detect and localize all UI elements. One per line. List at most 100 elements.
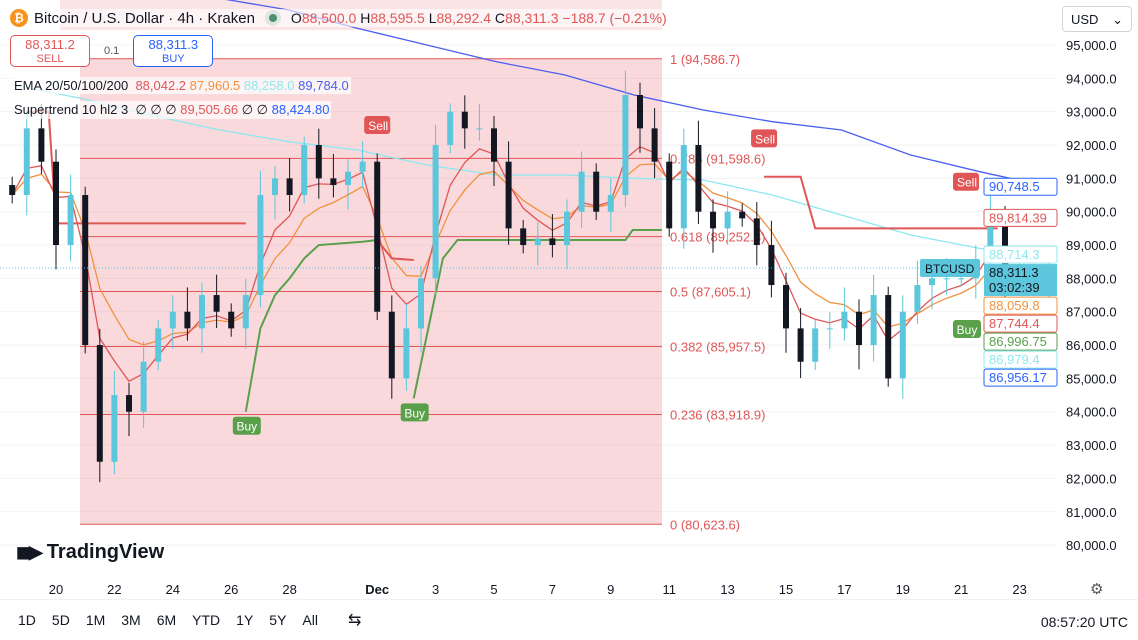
candle-body: [476, 128, 483, 130]
candle-body: [82, 195, 89, 346]
candle-body: [680, 145, 687, 229]
candle-body: [432, 145, 439, 279]
candle-body: [593, 171, 600, 212]
y-tick-label: 80,000.0: [1066, 538, 1117, 553]
x-tick-label: 11: [662, 582, 676, 597]
y-tick-label: 82,000.0: [1066, 471, 1117, 486]
x-tick-label: 20: [49, 582, 63, 597]
currency-select[interactable]: ⌄ USD: [1062, 6, 1132, 32]
range-all[interactable]: All: [302, 612, 318, 628]
tv-logo-icon: ◼▶: [16, 542, 43, 562]
y-tick-label: 95,000.0: [1066, 38, 1117, 53]
x-tick-label: 24: [166, 582, 180, 597]
y-tick-label: 90,000.0: [1066, 205, 1117, 220]
candle-body: [578, 171, 585, 212]
candle-body: [797, 328, 804, 362]
fib-label: 0.618 (89,252.8): [670, 230, 765, 245]
x-tick-label: 13: [720, 582, 734, 597]
tradingview-logo[interactable]: ◼▶ TradingView: [16, 541, 165, 563]
candle-body: [870, 295, 877, 346]
candle-body: [943, 278, 950, 280]
trade-panel: 88,311.2 SELL 0.1 88,311.3 BUY: [10, 35, 214, 67]
candle-body: [461, 111, 468, 129]
ema-legend[interactable]: EMA 20/50/100/200 88,042.2 87,960.5 88,2…: [12, 77, 351, 94]
bottom-toolbar: 1D 5D 1M 3M 6M YTD 1Y 5Y All ⇆: [0, 600, 1138, 640]
candle-body: [812, 328, 819, 362]
signal-buy: [232, 416, 261, 435]
candle-body: [213, 295, 220, 312]
candle-body: [958, 278, 965, 280]
x-tick-label: 19: [896, 582, 910, 597]
candle-body: [710, 211, 716, 229]
price-tag-label: 88,059.8: [989, 298, 1040, 313]
supertrend-up-line: [244, 239, 378, 412]
price-tag: [983, 332, 1058, 351]
candle-body: [403, 328, 410, 379]
candle-body: [301, 145, 308, 196]
y-tick-label: 88,000.0: [1066, 271, 1117, 286]
candle-body: [155, 328, 162, 362]
range-5y[interactable]: 5Y: [269, 612, 287, 628]
candle-body: [242, 295, 249, 329]
y-tick-label: 89,000.0: [1066, 238, 1117, 253]
signal-label: Buy: [236, 420, 257, 434]
y-tick-label: 93,000.0: [1066, 105, 1117, 120]
price-tag: [983, 314, 1058, 333]
price-tag-label: 90,748.5: [989, 179, 1040, 194]
x-tick-label: 15: [779, 582, 793, 597]
buy-button[interactable]: 88,311.3 BUY: [133, 35, 214, 67]
x-tick-label: 5: [490, 582, 497, 597]
candle-body: [23, 128, 30, 196]
x-tick-label: 7: [549, 582, 556, 597]
candle-body: [257, 195, 264, 296]
range-3m[interactable]: 3M: [121, 612, 141, 628]
clock: 08:57:20 UTC: [1040, 614, 1128, 630]
sell-button[interactable]: 88,311.2 SELL: [10, 35, 90, 67]
range-1y[interactable]: 1Y: [236, 612, 254, 628]
candle-body: [899, 311, 906, 379]
candle-body: [38, 128, 45, 162]
candle-body: [607, 195, 614, 212]
candle-body: [286, 178, 293, 196]
signal-label: Sell: [755, 132, 775, 146]
candle-body: [534, 238, 541, 246]
range-ytd[interactable]: YTD: [192, 612, 221, 628]
candle-body: [272, 178, 278, 196]
bitcoin-icon: ₿: [10, 9, 28, 27]
candle-body: [184, 311, 191, 329]
range-1d[interactable]: 1D: [18, 612, 36, 628]
range-6m[interactable]: 6M: [156, 612, 177, 628]
symbol-title[interactable]: Bitcoin / U.S. Dollar · 4h · Kraken: [34, 9, 255, 27]
candle-body: [520, 228, 527, 246]
countdown-label: 03:02:39: [989, 280, 1040, 295]
signal-buy: [953, 320, 981, 339]
price-tag: [983, 350, 1058, 369]
x-tick-label: Dec: [365, 582, 389, 597]
ohlc-readout: O88,500.0 H88,595.5 L88,292.4 C88,311.3 …: [290, 10, 667, 26]
range-5d[interactable]: 5D: [51, 612, 70, 628]
candle-body: [914, 285, 921, 312]
y-tick-label: 86,000.0: [1066, 338, 1117, 353]
candle-body: [345, 171, 351, 186]
x-tick-label: 26: [224, 582, 238, 597]
candle-body: [491, 128, 497, 162]
date-range-icon[interactable]: ⇆: [347, 612, 362, 629]
settings-icon[interactable]: ⚙: [1090, 581, 1104, 598]
candle-body: [315, 145, 322, 179]
price-tag-label: 87,744.4: [989, 316, 1040, 331]
candle-body: [388, 311, 395, 379]
signal-buy: [400, 403, 429, 422]
signal-sell: [364, 116, 391, 135]
ema200-line: [225, 0, 1049, 188]
y-tick-label: 92,000.0: [1066, 138, 1117, 153]
y-tick-label: 94,000.0: [1066, 71, 1117, 86]
supertrend-legend[interactable]: Supertrend 10 hl2 3 ∅ ∅ ∅ 89,505.66 ∅ ∅ …: [12, 101, 332, 119]
price-tag-label: 88,714.3: [989, 247, 1040, 262]
range-1m[interactable]: 1M: [85, 612, 106, 628]
candle-body: [826, 328, 833, 330]
price-tag: [983, 177, 1058, 196]
candle-body: [637, 95, 643, 129]
candle-body: [111, 395, 118, 462]
y-tick-label: 91,000.0: [1066, 171, 1117, 186]
candle-body: [53, 161, 59, 246]
